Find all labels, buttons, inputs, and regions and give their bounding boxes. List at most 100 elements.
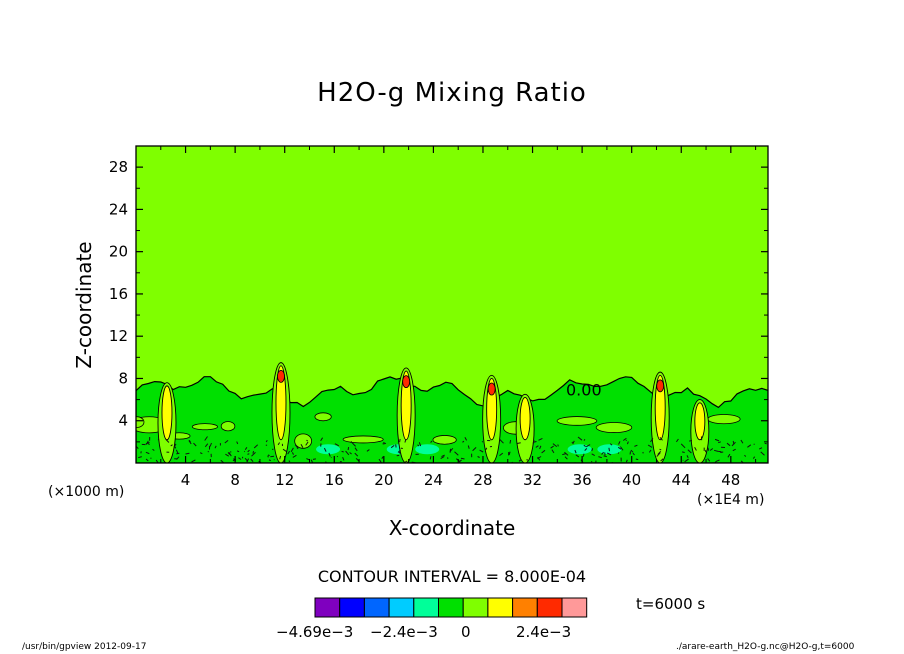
surface-noise: [366, 449, 370, 452]
contour-label: 0.00: [566, 380, 602, 399]
surface-noise: [351, 442, 356, 447]
surface-noise: [657, 451, 662, 455]
surface-noise: [354, 447, 358, 452]
surface-noise: [236, 441, 239, 445]
surface-noise: [191, 459, 196, 463]
legend-swatch: [438, 597, 464, 618]
x-tick-label: 36: [573, 471, 592, 489]
column-core: [694, 402, 706, 441]
surface-noise: [591, 453, 595, 457]
surface-noise: [732, 448, 736, 452]
surface-noise: [399, 438, 401, 443]
surface-noise: [684, 458, 689, 463]
column-core: [161, 385, 173, 441]
cyan-patch: [567, 444, 592, 455]
surface-noise: [224, 440, 229, 444]
surface-noise: [727, 453, 731, 458]
surface-noise: [404, 460, 408, 463]
surface-noise: [188, 440, 192, 445]
surface-noise: [467, 445, 470, 449]
surface-noise: [199, 452, 203, 455]
surface-noise: [294, 444, 299, 449]
surface-noise: [618, 441, 621, 445]
plot-frame: [135, 145, 769, 464]
surface-noise: [499, 452, 504, 456]
surface-noise: [718, 441, 721, 444]
surface-noise: [250, 458, 254, 463]
light-patch: [314, 412, 332, 422]
surface-noise: [564, 451, 569, 456]
surface-noise: [390, 445, 395, 449]
surface-noise: [328, 452, 331, 457]
surface-noise: [345, 450, 350, 456]
y-tick-label: 4: [118, 412, 128, 430]
surface-noise: [342, 456, 345, 461]
y-tick-label: 8: [118, 369, 128, 387]
surface-noise: [136, 445, 139, 449]
surface-noise: [440, 456, 445, 460]
light-patch: [342, 435, 384, 444]
x-axis-label: X-coordinate: [388, 516, 516, 540]
column-core: [519, 397, 531, 441]
legend-label: 2.4e−3: [516, 623, 572, 641]
surface-noise: [758, 447, 763, 450]
x-tick-label: 4: [181, 471, 191, 489]
x-tick-label: 48: [721, 471, 740, 489]
x-tick-label: 8: [230, 471, 240, 489]
surface-noise: [170, 444, 173, 447]
surface-noise: [305, 441, 309, 446]
surface-noise: [537, 456, 541, 461]
surface-noise: [306, 439, 308, 442]
surface-noise: [609, 443, 613, 446]
surface-noise: [583, 444, 587, 447]
surface-noise: [591, 448, 594, 452]
column-peak: [487, 382, 496, 396]
y-tick-label: 20: [109, 243, 128, 261]
surface-noise: [659, 448, 662, 451]
surface-noise: [647, 444, 653, 448]
surface-noise: [174, 446, 177, 449]
surface-noise: [204, 443, 209, 448]
surface-noise: [267, 454, 270, 456]
surface-noise: [680, 443, 686, 449]
surface-noise: [574, 449, 577, 454]
surface-noise: [731, 441, 736, 447]
surface-noise: [627, 441, 629, 445]
surface-noise: [760, 451, 765, 456]
surface-noise: [650, 438, 654, 443]
surface-noise: [575, 454, 580, 458]
legend-swatch: [363, 597, 390, 618]
surface-noise: [562, 453, 567, 456]
light-patch: [707, 414, 741, 425]
surface-noise: [472, 447, 477, 452]
surface-noise: [300, 443, 304, 448]
light-patch: [191, 423, 218, 431]
surface-noise: [320, 437, 324, 442]
surface-noise: [383, 442, 387, 445]
surface-noise: [617, 446, 622, 450]
surface-noise: [632, 452, 635, 456]
surface-noise: [145, 440, 149, 445]
surface-noise: [585, 444, 591, 448]
surface-noise: [378, 458, 382, 463]
surface-noise: [659, 436, 663, 441]
surface-noise: [204, 436, 208, 441]
legend-swatch: [487, 597, 514, 618]
surface-noise: [193, 442, 197, 447]
cyan-patch: [415, 444, 440, 455]
surface-noise: [246, 458, 250, 463]
surface-noise: [485, 447, 488, 451]
x-axis-unit-left: (×1000 m): [48, 484, 125, 500]
surface-noise: [323, 447, 327, 452]
surface-noise: [209, 442, 212, 447]
legend-label: 0: [461, 623, 471, 641]
surface-noise: [220, 459, 224, 463]
surface-noise: [601, 451, 604, 455]
surface-noise: [155, 459, 159, 463]
surface-noise: [268, 459, 271, 462]
light-patch: [556, 416, 598, 426]
y-tick-label: 12: [109, 327, 128, 345]
light-patch: [294, 433, 313, 449]
